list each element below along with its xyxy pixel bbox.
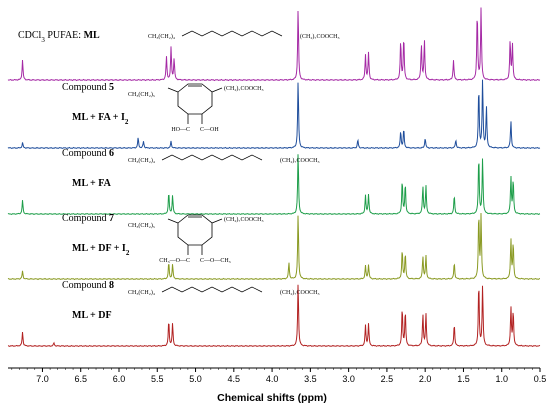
label-part: 2 <box>126 249 130 257</box>
structure-bond <box>211 218 223 224</box>
structure-ester-5: (CH₂)₇COOCH₃ <box>280 289 320 296</box>
structure-chain-1 <box>181 30 283 37</box>
spectrum-line-3 <box>7 154 541 215</box>
x-tick-label: 6.5 <box>74 374 87 384</box>
structure-ester-2: (CH₂)₇COOCH₃ <box>224 85 264 92</box>
label-part: 5 <box>109 82 114 93</box>
x-axis: 7.0 6.5 6.0 5.5 5.0 4.5 4.0 3.5 3.0 2.5 2.0 1.5 1.0 0… <box>8 367 547 384</box>
spectrum-line-1 <box>7 7 541 82</box>
structure-ester-1: (CH₂)₇COOCH₃ <box>300 33 340 40</box>
series-label-5: Compound 8 <box>62 280 114 291</box>
series-sublabel-3: ML + FA <box>72 178 112 189</box>
series-sublabel-4: ML + DF + I2 <box>72 243 130 257</box>
structure-acid-right: C—O—CH₃ <box>200 258 231 264</box>
x-tick-label: 7.0 <box>36 374 49 384</box>
x-tick-label: 6.0 <box>113 374 126 384</box>
structure-label-4: CH₃(CH₂)₅ <box>128 222 155 229</box>
series-label-1: CDCl3 PUFAE: ML <box>18 30 100 44</box>
x-tick-label: 1.0 <box>495 374 508 384</box>
x-tick-label: 2.5 <box>381 374 394 384</box>
label-part: ML + FA + I <box>72 112 125 123</box>
series-label-2: Compound 5 <box>62 82 114 93</box>
structure-ester-4: (CH₂)₇COOCH₃ <box>224 216 264 223</box>
label-part: Compound <box>62 148 109 159</box>
structure-chain-3 <box>161 154 263 161</box>
x-tick-label: 4.0 <box>266 374 279 384</box>
structure-chain-5 <box>161 286 263 293</box>
label-part: Compound <box>62 213 109 224</box>
x-tick-label: 5.0 <box>189 374 202 384</box>
x-tick-label: 2.0 <box>419 374 432 384</box>
x-tick-label: 3.5 <box>304 374 317 384</box>
x-axis-label: Chemical shifts (ppm) <box>217 392 327 404</box>
structure-acid-right: C—OH <box>200 127 219 133</box>
x-tick-label: 5.5 <box>151 374 164 384</box>
spectrum-line-5 <box>7 284 541 347</box>
structure-bond <box>167 87 179 93</box>
structure-ring-2 <box>177 83 213 115</box>
spectrum-line-4 <box>7 212 540 281</box>
label-part: 2 <box>125 118 129 126</box>
series-label-4: Compound 7 <box>62 213 114 224</box>
label-part: CDCl <box>18 30 42 41</box>
label-part: ML + FA <box>72 178 112 189</box>
structures-group: CH₃(CH₂)₄ (CH₂)₇COOCH₃ CH₃(CH₂)₅ (CH₂)₇COOC… <box>128 30 340 296</box>
label-part: ML + DF <box>72 310 112 321</box>
structure-ester-3: (CH₂)₇COOCH₃ <box>280 157 320 164</box>
x-tick-label: 1.5 <box>457 374 470 384</box>
series-sublabel-2: ML + FA + I2 <box>72 112 129 126</box>
structure-label-5: CH₃(CH₂)₄ <box>128 289 155 296</box>
label-part: PUFAE: <box>45 30 84 41</box>
spectrum-line-2 <box>7 79 541 150</box>
structure-acid-left: HO—C <box>171 127 190 133</box>
label-part: Compound <box>62 280 109 291</box>
label-part: 6 <box>109 148 114 159</box>
spectra-group <box>7 7 541 347</box>
label-part: ML <box>84 30 100 41</box>
label-part: Compound <box>62 82 109 93</box>
label-part: 7 <box>109 213 114 224</box>
structure-bond <box>167 218 179 224</box>
series-label-3: Compound 6 <box>62 148 114 159</box>
x-tick-label: 0.5 <box>534 374 547 384</box>
structure-ring-4 <box>177 214 213 246</box>
series-sublabel-5: ML + DF <box>72 310 112 321</box>
x-tick-label: 4.5 <box>228 374 241 384</box>
structure-label-3: CH₃(CH₂)₄ <box>128 157 155 164</box>
structure-label-2: CH₃(CH₂)₅ <box>128 91 155 98</box>
x-tick-label: 3.0 <box>342 374 355 384</box>
structure-label-1: CH₃(CH₂)₄ <box>148 33 175 40</box>
label-part: 3 <box>41 36 45 44</box>
label-part: 8 <box>109 280 114 291</box>
structure-bond <box>211 87 223 93</box>
structure-acid-left: CH₃—O—C <box>159 258 190 264</box>
label-part: ML + DF + I <box>72 243 126 254</box>
